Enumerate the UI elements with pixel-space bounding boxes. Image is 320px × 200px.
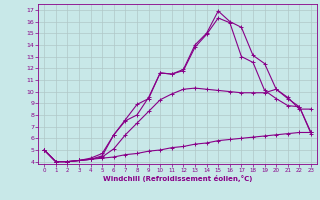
X-axis label: Windchill (Refroidissement éolien,°C): Windchill (Refroidissement éolien,°C) bbox=[103, 175, 252, 182]
